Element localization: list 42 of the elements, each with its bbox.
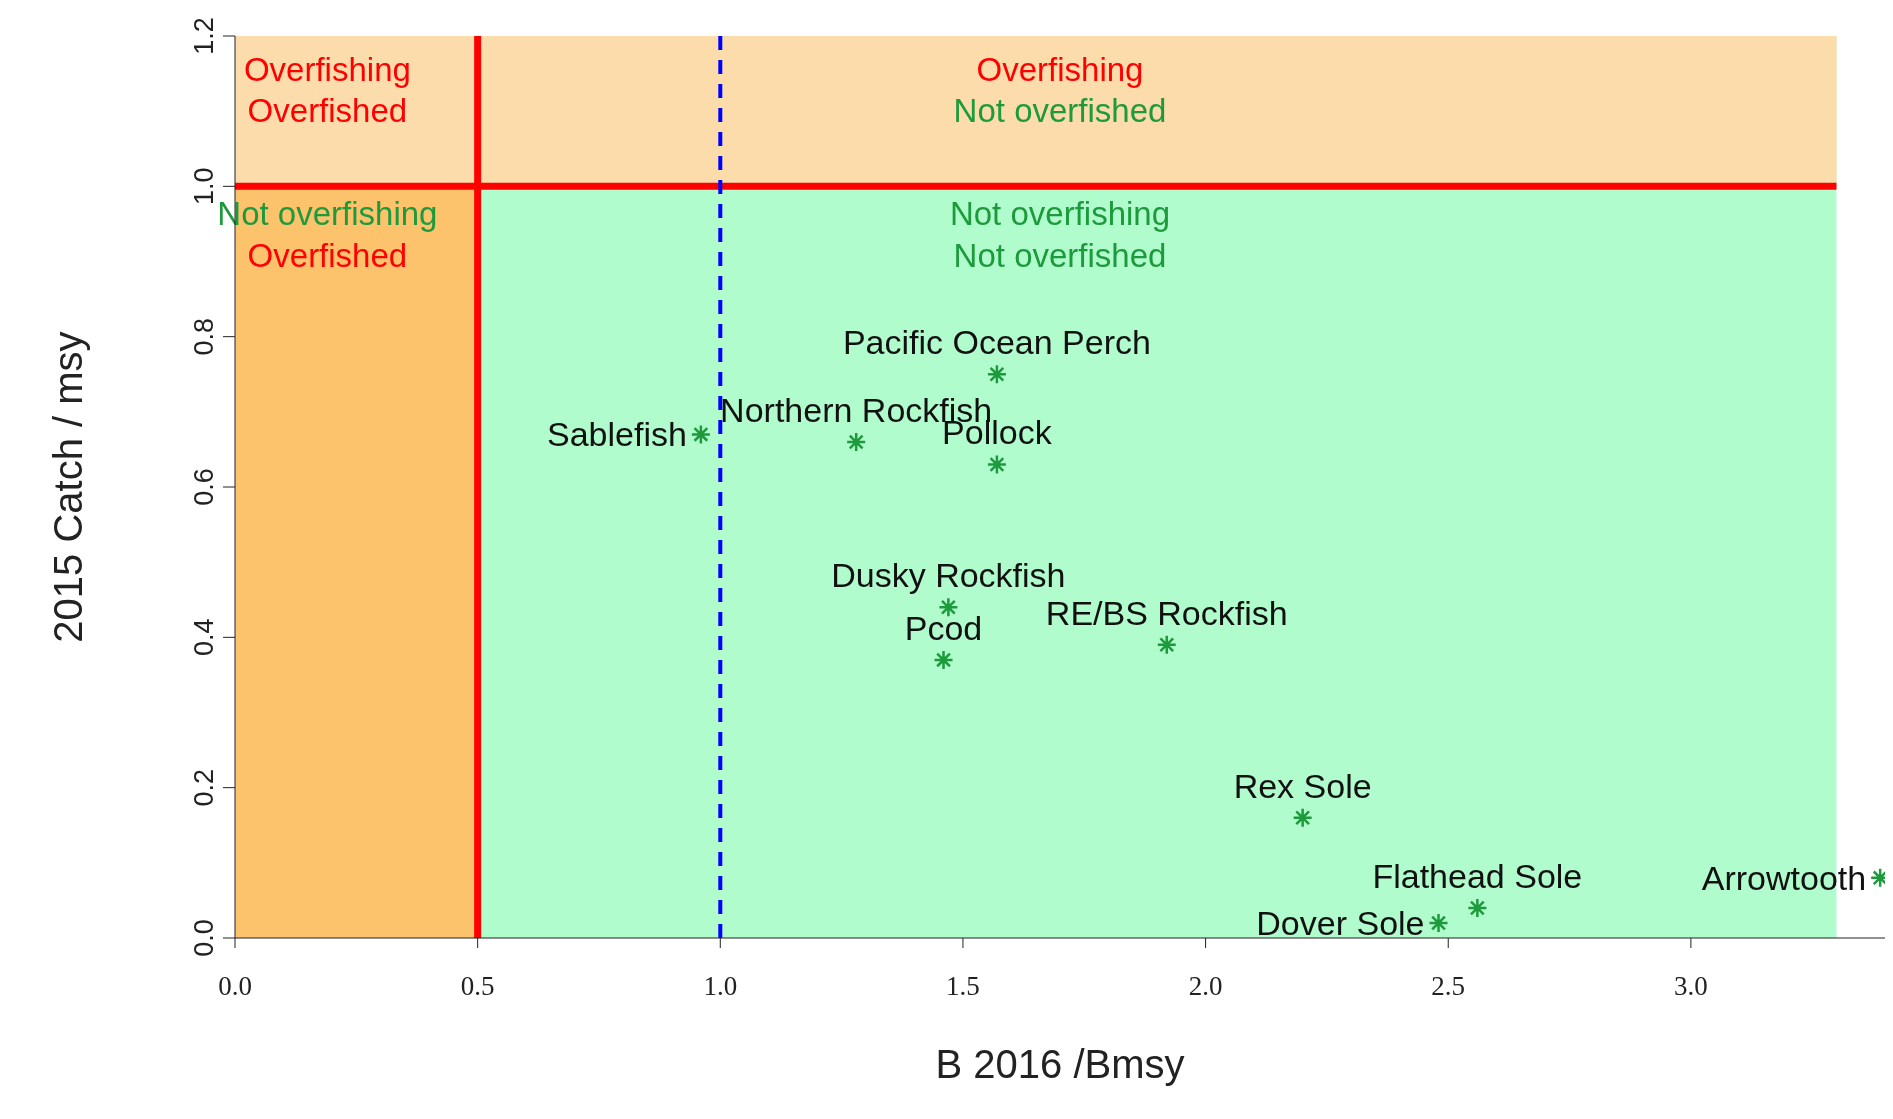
y-tick-label: 0.2 bbox=[189, 768, 219, 807]
x-tick-label: 2.0 bbox=[1188, 971, 1223, 1001]
y-tick-label: 1.2 bbox=[189, 17, 219, 55]
point bbox=[1428, 912, 1449, 934]
annotation: Overfished bbox=[247, 92, 408, 130]
annotation: Pacific Ocean Perch bbox=[842, 323, 1151, 362]
y-axis-title: 2015 Catch / msy bbox=[46, 331, 91, 643]
annotation: Overfishing bbox=[976, 50, 1144, 88]
point bbox=[690, 424, 712, 445]
x-tick-label: 1.0 bbox=[703, 971, 738, 1001]
annotation: Rex Sole bbox=[1233, 766, 1372, 805]
annotation: Sablefish bbox=[547, 415, 687, 454]
annotation: Dusky Rockfish bbox=[831, 556, 1066, 595]
point bbox=[933, 649, 954, 671]
point bbox=[986, 454, 1008, 475]
annotation: Not overfished bbox=[953, 236, 1167, 274]
annotation: Overfished bbox=[247, 236, 408, 274]
annotation: Arrowtooth bbox=[1701, 858, 1867, 897]
point bbox=[1156, 634, 1178, 656]
point bbox=[845, 431, 867, 453]
point bbox=[1467, 897, 1488, 919]
annotation: Pcod bbox=[904, 608, 983, 647]
point bbox=[1292, 807, 1313, 828]
x-tick-label: 0.0 bbox=[218, 971, 252, 1001]
x-tick-label: 2.5 bbox=[1431, 971, 1466, 1001]
x-tick-label: 1.5 bbox=[946, 971, 980, 1001]
x-axis-title: B 2016 /Bmsy bbox=[935, 1042, 1185, 1086]
point bbox=[938, 597, 959, 618]
annotation: Not overfished bbox=[953, 92, 1167, 130]
y-tick-label: 0.4 bbox=[189, 618, 219, 657]
x-tick-label: 3.0 bbox=[1674, 971, 1708, 1001]
y-tick-label: 0.8 bbox=[189, 317, 219, 356]
annotation: Flathead Sole bbox=[1372, 856, 1583, 895]
y-tick-label: 1.0 bbox=[189, 167, 219, 206]
annotation: Overfishing bbox=[243, 50, 411, 88]
annotation: RE/BS Rockfish bbox=[1045, 593, 1288, 632]
y-tick-label: 0.6 bbox=[189, 468, 219, 506]
x-tick-label: 0.5 bbox=[460, 971, 495, 1001]
annotation: Dover Sole bbox=[1256, 904, 1425, 943]
point bbox=[986, 364, 1008, 385]
y-tick-label: 0.0 bbox=[189, 919, 219, 957]
annotation: Not overfishing bbox=[949, 195, 1171, 233]
